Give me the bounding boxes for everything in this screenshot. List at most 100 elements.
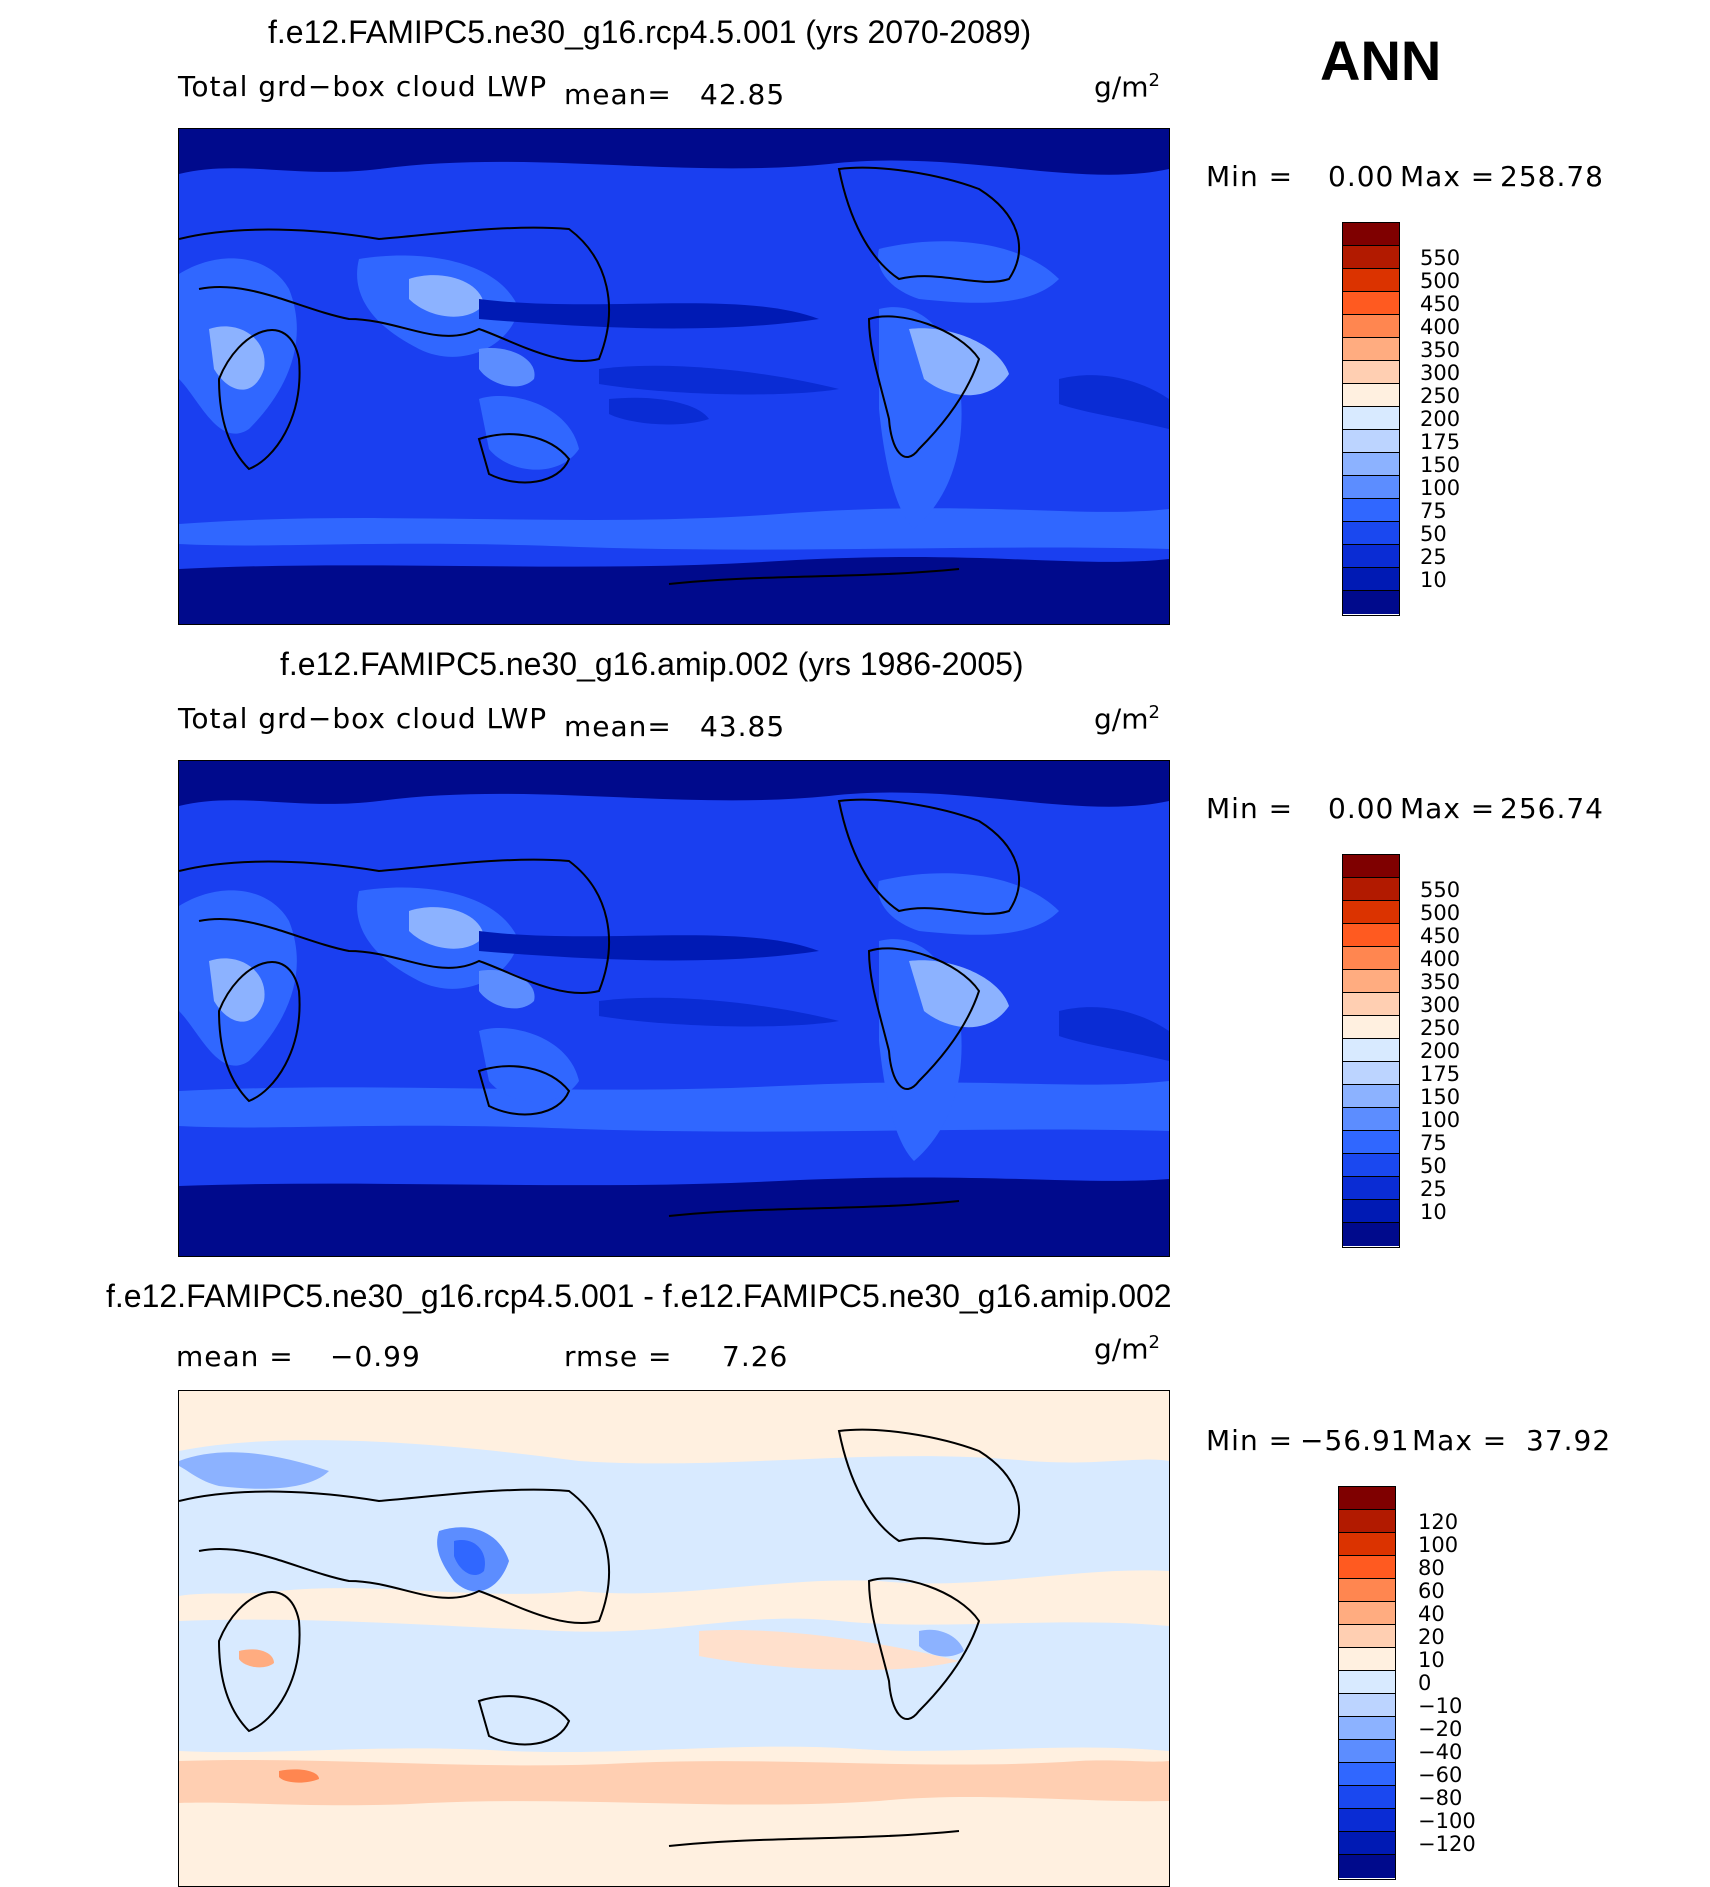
colorbar-label: −120: [1418, 1831, 1476, 1856]
colorbar-swatch: [1339, 1648, 1395, 1671]
colorbar-label: 150: [1420, 1084, 1461, 1109]
panel-2-title: f.e12.FAMIPC5.ne30_g16.amip.002 (yrs 198…: [280, 646, 1024, 682]
panel-1-title: f.e12.FAMIPC5.ne30_g16.rcp4.5.001 (yrs 2…: [268, 14, 1032, 50]
panel-3-map-svg: [179, 1391, 1169, 1886]
colorbar-swatch: [1339, 1763, 1395, 1786]
colorbar-label: 75: [1420, 1130, 1447, 1155]
panel-3-max-value: 37.92: [1526, 1424, 1612, 1457]
colorbar-label: 175: [1420, 429, 1461, 454]
panel-2-map: [178, 760, 1170, 1257]
colorbar-swatch: [1343, 1177, 1399, 1200]
colorbar-label: 250: [1420, 1015, 1461, 1040]
colorbar-swatch: [1343, 1062, 1399, 1085]
panel-1-map-svg: [179, 129, 1169, 624]
colorbar-label: 500: [1420, 268, 1461, 293]
panel-1-mean-value: 42.85: [700, 78, 786, 111]
colorbar-swatch: [1343, 855, 1399, 878]
colorbar-swatch: [1343, 499, 1399, 522]
colorbar-swatch: [1343, 568, 1399, 591]
colorbar-swatch: [1343, 430, 1399, 453]
panel-3-mean-value: −0.99: [330, 1340, 421, 1373]
colorbar-swatch: [1343, 453, 1399, 476]
panel-2-mean-value: 43.85: [700, 710, 786, 743]
colorbar-swatch: [1343, 993, 1399, 1016]
colorbar-label: 40: [1418, 1601, 1445, 1626]
colorbar-swatch: [1343, 1154, 1399, 1177]
colorbar-swatch: [1339, 1602, 1395, 1625]
panel-1-max-label: Max =: [1400, 160, 1496, 193]
panel-2-variable: Total grd−box cloud LWP: [178, 702, 548, 735]
colorbar-swatch: [1339, 1717, 1395, 1740]
colorbar-swatch: [1339, 1533, 1395, 1556]
colorbar-swatch: [1343, 1016, 1399, 1039]
colorbar-label: 300: [1420, 992, 1461, 1017]
panel-3-colorbar: [1338, 1486, 1396, 1880]
panel-3-min-label: Min =: [1206, 1424, 1294, 1457]
colorbar-label: 20: [1418, 1624, 1445, 1649]
panel-2-unit: g/m2: [1094, 702, 1160, 736]
colorbar-swatch: [1343, 315, 1399, 338]
colorbar-swatch: [1343, 269, 1399, 292]
colorbar-swatch: [1343, 246, 1399, 269]
colorbar-label: 0: [1418, 1670, 1432, 1695]
colorbar-label: 80: [1418, 1555, 1445, 1580]
panel-2-max-label: Max =: [1400, 792, 1496, 825]
colorbar-label: 120: [1418, 1509, 1459, 1534]
colorbar-label: 150: [1420, 452, 1461, 477]
colorbar-label: 400: [1420, 946, 1461, 971]
panel-2-max-value: 256.74: [1500, 792, 1604, 825]
colorbar-swatch: [1343, 878, 1399, 901]
colorbar-label: 60: [1418, 1578, 1445, 1603]
colorbar-swatch: [1343, 223, 1399, 246]
panel-1-min-value: 0.00: [1328, 160, 1395, 193]
colorbar-label: −20: [1418, 1716, 1463, 1741]
panel-1-min-label: Min =: [1206, 160, 1294, 193]
colorbar-label: −60: [1418, 1762, 1463, 1787]
colorbar-swatch: [1343, 384, 1399, 407]
colorbar-swatch: [1343, 545, 1399, 568]
colorbar-swatch: [1339, 1809, 1395, 1832]
panel-3-map: [178, 1390, 1170, 1887]
colorbar-label: 25: [1420, 544, 1447, 569]
panel-3-min-value: −56.91: [1300, 1424, 1410, 1457]
panel-2-min-label: Min =: [1206, 792, 1294, 825]
colorbar-label: 200: [1420, 406, 1461, 431]
colorbar-swatch: [1343, 1223, 1399, 1246]
colorbar-label: 25: [1420, 1176, 1447, 1201]
colorbar-swatch: [1343, 1131, 1399, 1154]
colorbar-swatch: [1339, 1579, 1395, 1602]
colorbar-swatch: [1343, 361, 1399, 384]
panel-3-rmse-label: rmse =: [564, 1340, 673, 1373]
panel-2-map-svg: [179, 761, 1169, 1256]
colorbar-swatch: [1343, 947, 1399, 970]
panel-3-mean-label: mean =: [176, 1340, 294, 1373]
colorbar-swatch: [1339, 1510, 1395, 1533]
colorbar-label: 10: [1420, 1199, 1447, 1224]
colorbar-swatch: [1339, 1786, 1395, 1809]
colorbar-label: 450: [1420, 923, 1461, 948]
colorbar-swatch: [1343, 970, 1399, 993]
colorbar-label: 250: [1420, 383, 1461, 408]
colorbar-swatch: [1339, 1625, 1395, 1648]
panel-2-min-value: 0.00: [1328, 792, 1395, 825]
colorbar-swatch: [1339, 1556, 1395, 1579]
colorbar-swatch: [1339, 1487, 1395, 1510]
colorbar-label: 300: [1420, 360, 1461, 385]
colorbar-label: 450: [1420, 291, 1461, 316]
panel-2-mean-label: mean=: [564, 710, 672, 743]
colorbar-swatch: [1339, 1832, 1395, 1855]
colorbar-label: 200: [1420, 1038, 1461, 1063]
panel-1-unit: g/m2: [1094, 70, 1160, 104]
colorbar-label: 50: [1420, 1153, 1447, 1178]
colorbar-label: 550: [1420, 245, 1461, 270]
colorbar-swatch: [1343, 1108, 1399, 1131]
colorbar-label: 350: [1420, 969, 1461, 994]
panel-3-rmse-value: 7.26: [722, 1340, 789, 1373]
colorbar-label: 500: [1420, 900, 1461, 925]
colorbar-label: 350: [1420, 337, 1461, 362]
colorbar-swatch: [1343, 292, 1399, 315]
colorbar-swatch: [1343, 1039, 1399, 1062]
panel-1-mean-label: mean=: [564, 78, 672, 111]
colorbar-label: −80: [1418, 1785, 1463, 1810]
panel-1-colorbar: [1342, 222, 1400, 616]
